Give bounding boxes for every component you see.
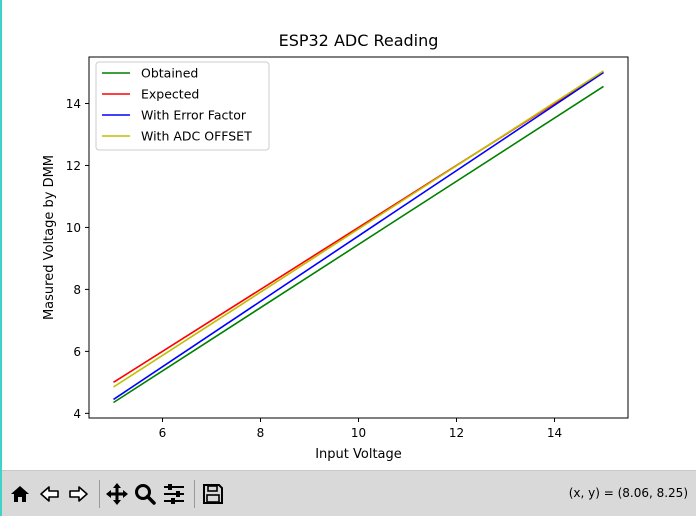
configure-subplots-button[interactable] — [161, 481, 187, 507]
x-tick-label: 6 — [159, 426, 167, 440]
zoom-icon — [135, 484, 156, 505]
toolbar-separator — [99, 480, 100, 508]
series-line-with-adc-offset — [113, 70, 604, 388]
y-tick-label: 14 — [66, 97, 81, 111]
y-tick-label: 10 — [66, 221, 81, 235]
x-tick-label: 10 — [351, 426, 366, 440]
figure: 6 8 10 12 14 4 6 8 10 12 14 ESP32 ADC Reading Inp… — [2, 0, 696, 470]
y-axis-label: Masured Voltage by DMM — [42, 155, 57, 320]
x-tick-label: 14 — [547, 426, 562, 440]
y-tick-label: 12 — [66, 159, 81, 173]
save-button[interactable] — [200, 481, 226, 507]
home-button[interactable] — [7, 481, 33, 507]
back-icon — [40, 486, 59, 502]
legend-label: Obtained — [141, 66, 198, 81]
cursor-coordinates: (x, y) = (8.06, 8.25) — [568, 486, 688, 500]
series-line-obtained — [113, 85, 604, 404]
x-tick-label: 8 — [257, 426, 265, 440]
home-icon — [11, 486, 29, 502]
chart-title: ESP32 ADC Reading — [279, 31, 439, 50]
back-button[interactable] — [36, 481, 62, 507]
toolbar: (x, y) = (8.06, 8.25) — [2, 470, 696, 516]
zoom-button[interactable] — [132, 481, 158, 507]
legend-frame — [95, 61, 270, 151]
legend: Obtained Expected With Error Factor With AD… — [95, 61, 270, 151]
y-tick-label: 6 — [73, 345, 81, 359]
series-line-with-error-factor — [113, 71, 604, 401]
chart[interactable]: 6 8 10 12 14 4 6 8 10 12 14 ESP32 ADC Reading Inp… — [2, 0, 696, 470]
configure-subplots-icon — [164, 484, 184, 504]
toolbar-separator — [194, 480, 195, 508]
legend-label: With Error Factor — [141, 108, 247, 123]
pan-icon — [106, 483, 128, 505]
y-tick-label: 4 — [73, 407, 81, 421]
legend-label: Expected — [141, 87, 199, 102]
legend-label: With ADC OFFSET — [141, 129, 252, 144]
save-icon — [203, 484, 223, 504]
y-tick-label: 8 — [73, 283, 81, 297]
pan-button[interactable] — [104, 481, 130, 507]
forward-button[interactable] — [66, 481, 92, 507]
forward-icon — [69, 486, 88, 502]
x-axis-label: Input Voltage — [315, 447, 402, 462]
x-tick-label: 12 — [449, 426, 464, 440]
